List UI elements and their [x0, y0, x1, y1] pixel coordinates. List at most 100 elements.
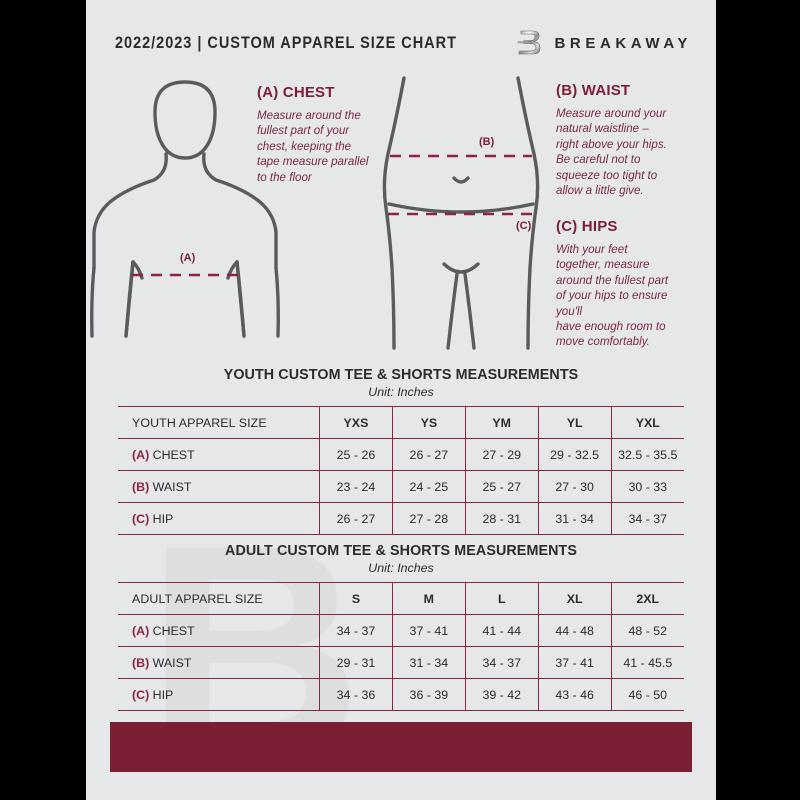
table-header-row: ADULT APPAREL SIZE S M L XL 2XL: [118, 582, 684, 615]
table-row: (C) HIP 26 - 27 27 - 28 28 - 31 31 - 34 34 - …: [118, 502, 684, 535]
table-header-size: S: [319, 582, 393, 615]
adult-measurements-section: ADULT CUSTOM TEE & SHORTS MEASUREMENTS U…: [118, 543, 684, 711]
row-name: HIP: [149, 511, 174, 526]
table-header-size: YXL: [611, 406, 684, 439]
left-leg-inner: [446, 272, 459, 350]
right-arm-lower: [274, 266, 280, 338]
hip-curve: [387, 202, 535, 214]
navel: [452, 176, 470, 184]
waist-dimension-label: (B): [479, 136, 495, 148]
table-row: (A) CHEST 25 - 26 26 - 27 27 - 29 29 - 32.5 3…: [118, 438, 684, 471]
row-name: CHEST: [149, 447, 195, 462]
callout-chest-body: Measure around the fullest part of your …: [257, 109, 369, 184]
table-header-size: M: [392, 582, 466, 615]
callout-hips-body: With your feet together, measure around …: [556, 243, 669, 349]
chest-dimension-label: (A): [180, 252, 196, 264]
hips-dimension-label: (C): [516, 220, 532, 232]
table-cell-value: 36 - 39: [392, 678, 466, 711]
table-cell-value: 31 - 34: [538, 502, 612, 535]
row-tag: (C): [132, 687, 150, 702]
adult-section-title: ADULT CUSTOM TEE & SHORTS MEASUREMENTS: [225, 543, 577, 559]
page-title: 2022/2023 | CUSTOM APPAREL SIZE CHART: [115, 33, 457, 52]
table-header-size: 2XL: [611, 582, 684, 615]
left-arm-lower: [90, 266, 96, 338]
table-cell-value: 24 - 25: [392, 470, 466, 503]
callout-chest: (A) CHEST Measure around the fullest par…: [257, 84, 417, 185]
row-tag: (B): [132, 655, 150, 670]
row-name: CHEST: [149, 623, 195, 638]
footer-accent-bar: [110, 722, 692, 772]
brand-name: BREAKAWAY: [554, 34, 692, 52]
row-name: WAIST: [149, 655, 192, 670]
table-row-label: (A) CHEST: [118, 614, 320, 647]
row-name: WAIST: [149, 479, 192, 494]
callout-waist: (B) WAIST Measure around your natural wa…: [556, 82, 708, 198]
table-header-size: XL: [538, 582, 612, 615]
row-tag: (A): [132, 623, 150, 638]
table-header-size: YXS: [319, 406, 393, 439]
table-row-label: (B) WAIST: [118, 470, 320, 503]
youth-size-table: YOUTH APPAREL SIZE YXS YS YM YL YXL (A) CHEST 2…: [118, 406, 684, 535]
crotch-line: [442, 262, 480, 274]
hip-right-outline: [516, 76, 540, 350]
callout-waist-body: Measure around your natural waistline – …: [556, 107, 667, 198]
table-cell-value: 29 - 31: [319, 646, 393, 679]
page-header: 2022/2023 | CUSTOM APPAREL SIZE CHART BR…: [86, 26, 716, 60]
table-cell-value: 23 - 24: [319, 470, 393, 503]
table-header-size: YM: [465, 406, 539, 439]
table-cell-value: 32.5 - 35.5: [611, 438, 684, 471]
table-header-row: YOUTH APPAREL SIZE YXS YS YM YL YXL: [118, 406, 684, 439]
table-header-size: YS: [392, 406, 466, 439]
table-cell-value: 27 - 29: [465, 438, 539, 471]
table-row-label: (A) CHEST: [118, 438, 320, 471]
table-row-label: (C) HIP: [118, 678, 320, 711]
measurement-illustration: (A) (B) (C) (A) CHEST Measure around the…: [86, 68, 716, 358]
table-cell-value: 34 - 37: [465, 646, 539, 679]
table-cell-value: 30 - 33: [611, 470, 684, 503]
table-row: (B) WAIST 29 - 31 31 - 34 34 - 37 37 - 41 41 …: [118, 646, 684, 679]
table-cell-value: 41 - 44: [465, 614, 539, 647]
table-header-size: L: [465, 582, 539, 615]
table-row: (C) HIP 34 - 36 36 - 39 39 - 42 43 - 46 46 - …: [118, 678, 684, 711]
table-cell-value: 41 - 45.5: [611, 646, 684, 679]
row-tag: (A): [132, 447, 150, 462]
callout-waist-title: (B) WAIST: [556, 82, 631, 99]
right-shoulder-arm: [202, 152, 278, 270]
adult-section-unit: Unit: Inches: [368, 561, 434, 575]
table-cell-value: 43 - 46: [538, 678, 612, 711]
callout-chest-title: (A) CHEST: [257, 84, 335, 101]
left-torso-edge: [124, 260, 135, 338]
table-cell-value: 26 - 27: [392, 438, 466, 471]
table-cell-value: 44 - 48: [538, 614, 612, 647]
table-cell-value: 37 - 41: [538, 646, 612, 679]
hip-left-outline: [382, 76, 406, 350]
table-row-label: (C) HIP: [118, 502, 320, 535]
right-leg-inner: [463, 272, 476, 350]
table-cell-value: 48 - 52: [611, 614, 684, 647]
adult-size-table: ADULT APPAREL SIZE S M L XL 2XL (A) CHEST 34 - …: [118, 582, 684, 711]
table-cell-value: 39 - 42: [465, 678, 539, 711]
breakaway-b-monogram-icon: [518, 30, 541, 55]
table-cell-value: 26 - 27: [319, 502, 393, 535]
callout-hips: (C) HIPS With your feet together, measur…: [556, 218, 708, 350]
left-shoulder-arm: [92, 152, 168, 270]
table-row: (B) WAIST 23 - 24 24 - 25 25 - 27 27 - 30 30 …: [118, 470, 684, 503]
size-chart-page: B 2022/2023 | CUSTOM APPAREL SIZE CHART: [86, 0, 716, 800]
youth-section-unit: Unit: Inches: [368, 385, 434, 399]
head-outline: [153, 80, 217, 160]
table-cell-value: 37 - 41: [392, 614, 466, 647]
table-cell-value: 34 - 37: [319, 614, 393, 647]
table-cell-value: 29 - 32.5: [538, 438, 612, 471]
table-cell-value: 34 - 36: [319, 678, 393, 711]
table-cell-value: 34 - 37: [611, 502, 684, 535]
table-row: (A) CHEST 34 - 37 37 - 41 41 - 44 44 - 48 48 …: [118, 614, 684, 647]
youth-section-title: YOUTH CUSTOM TEE & SHORTS MEASUREMENTS: [223, 367, 579, 383]
brand-lockup: BREAKAWAY: [516, 28, 692, 58]
table-cell-value: 25 - 27: [465, 470, 539, 503]
table-cell-value: 27 - 30: [538, 470, 612, 503]
table-cell-value: 46 - 50: [611, 678, 684, 711]
row-tag: (B): [132, 479, 150, 494]
youth-measurements-section: YOUTH CUSTOM TEE & SHORTS MEASUREMENTS U…: [118, 367, 684, 535]
row-name: HIP: [149, 687, 174, 702]
right-torso-edge: [235, 260, 246, 338]
